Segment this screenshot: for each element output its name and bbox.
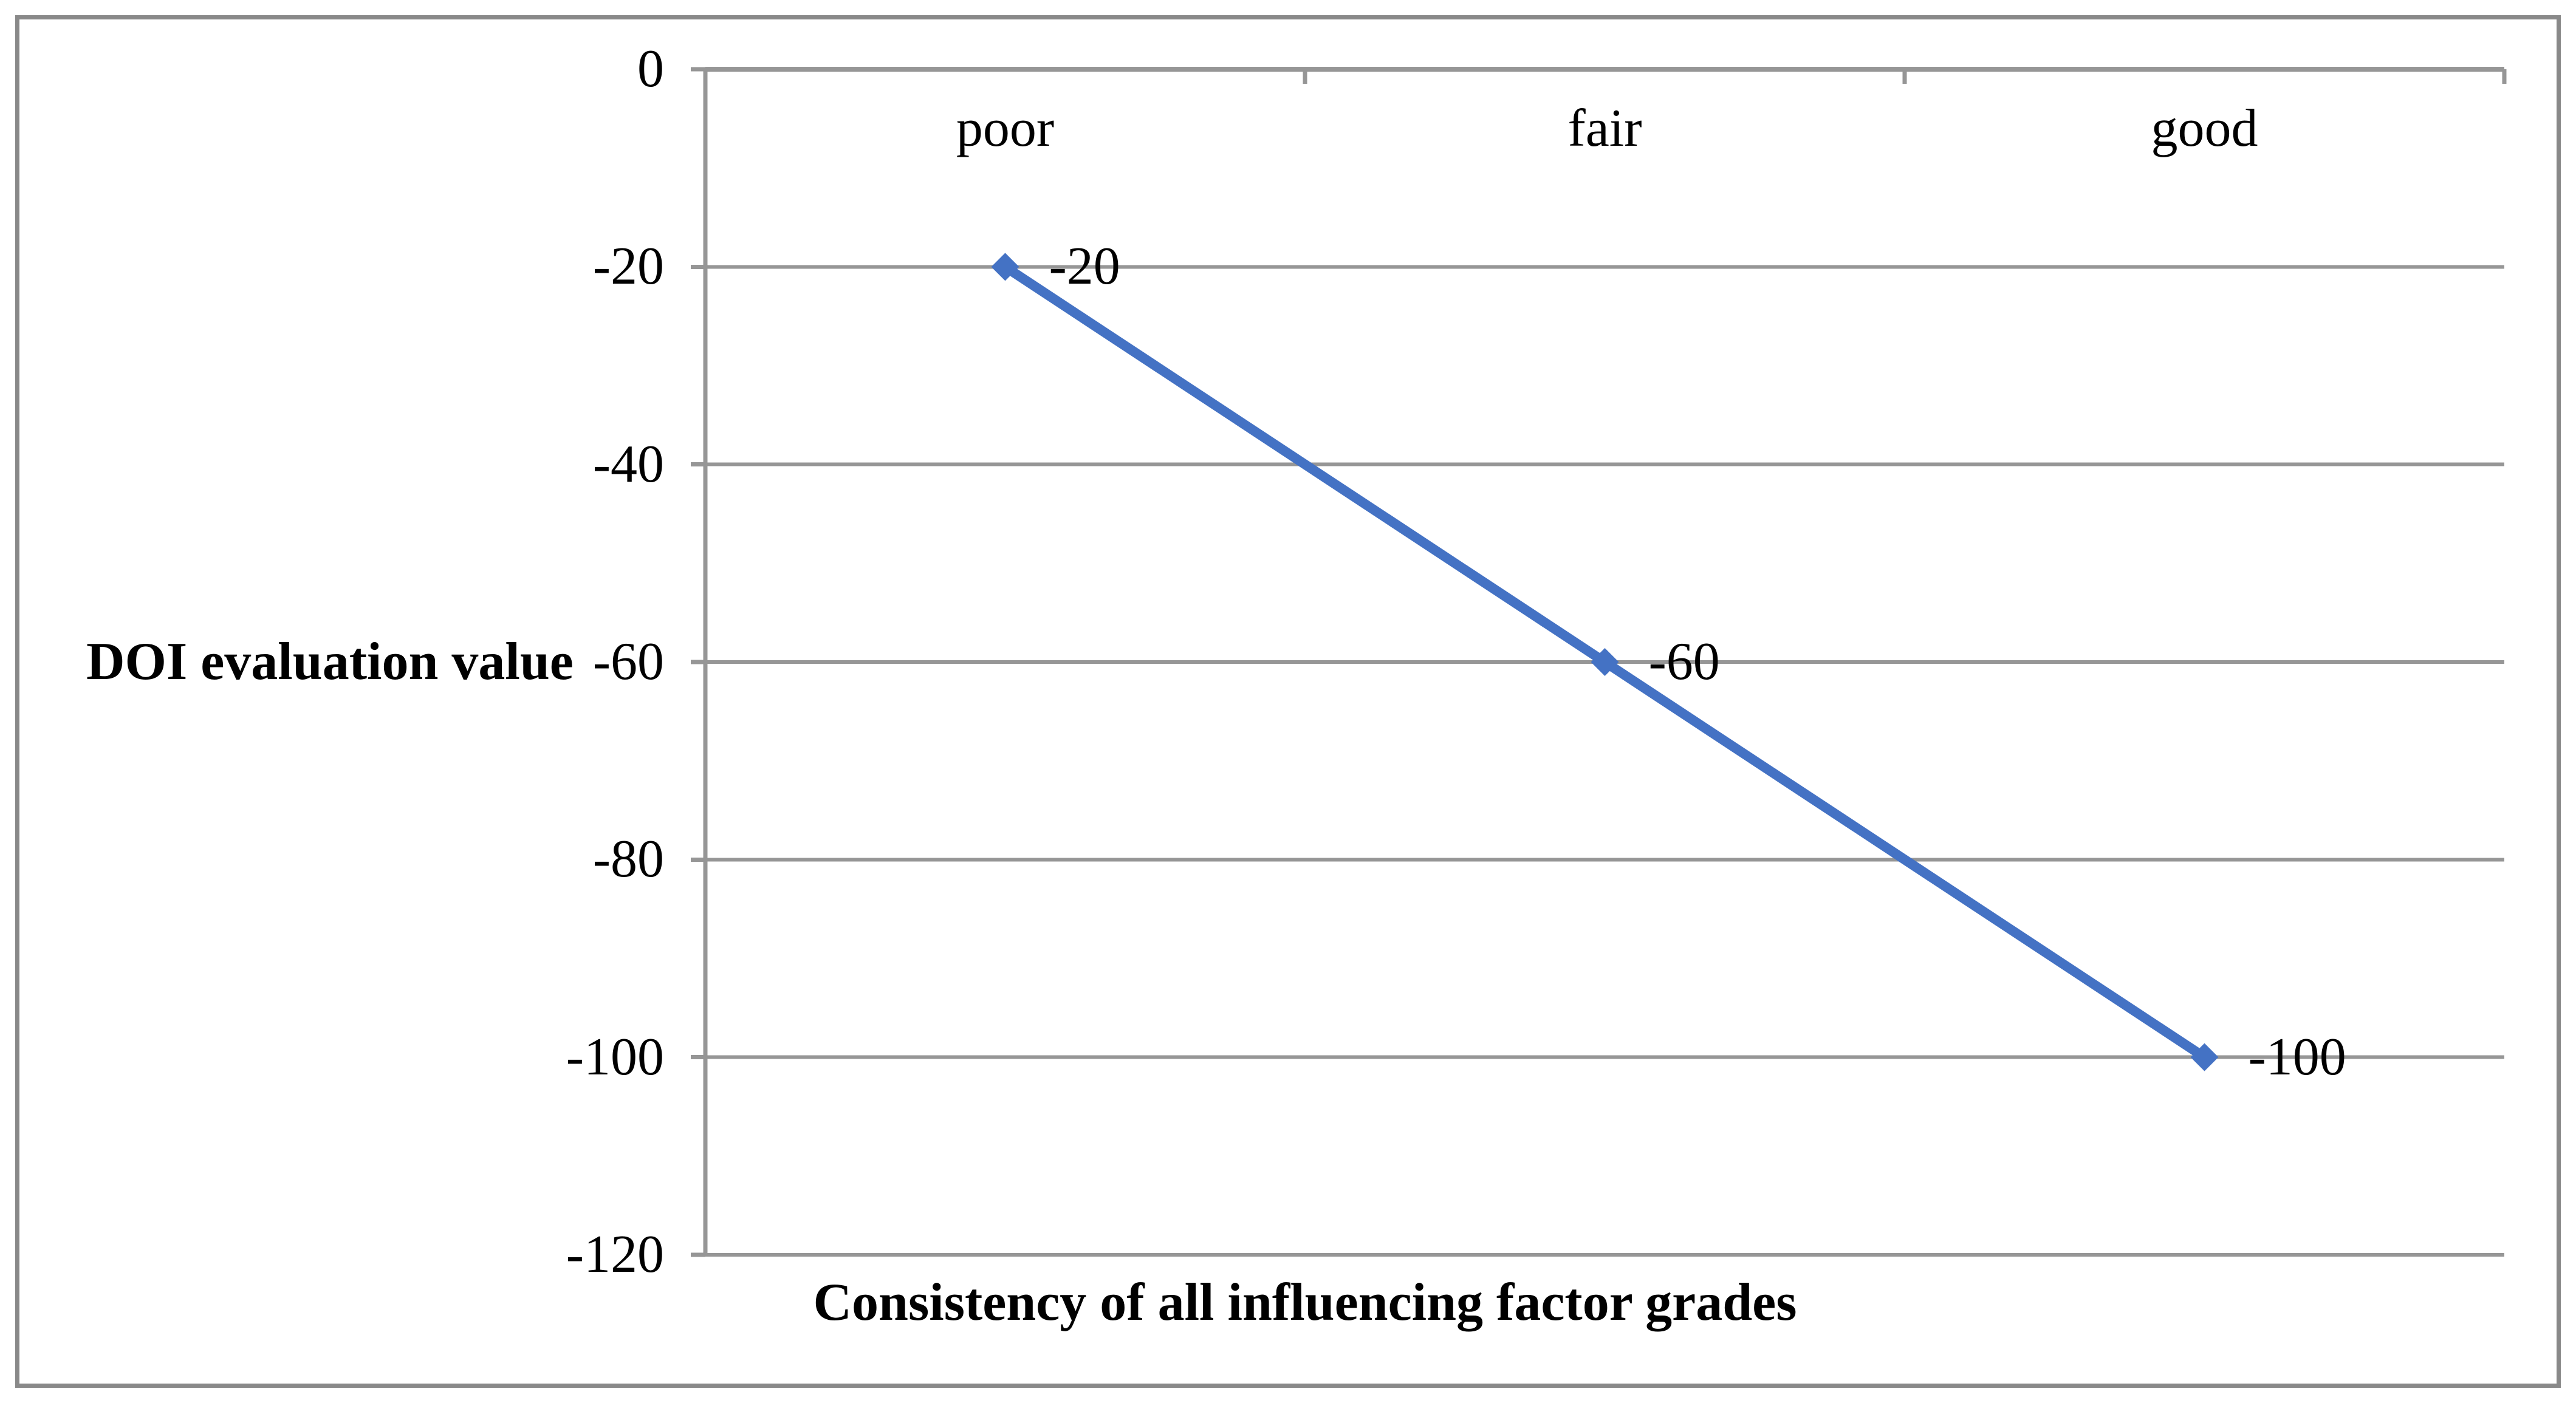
y-tick-label: -40 bbox=[592, 434, 664, 494]
y-axis-title: DOI evaluation value bbox=[86, 632, 574, 691]
chart-border bbox=[15, 15, 2561, 1388]
y-tick-label: -120 bbox=[566, 1225, 664, 1284]
data-point-marker-poor bbox=[991, 253, 1019, 281]
data-point-marker-good bbox=[2190, 1043, 2219, 1071]
y-tick-label: -100 bbox=[566, 1027, 664, 1087]
category-label-good: good bbox=[2151, 99, 2258, 158]
data-label-poor: -20 bbox=[1049, 237, 1120, 296]
data-label-good: -100 bbox=[2248, 1027, 2346, 1087]
y-tick-label: -20 bbox=[592, 237, 664, 296]
y-tick-label: 0 bbox=[637, 39, 664, 98]
x-axis-title: Consistency of all influencing factor gr… bbox=[813, 1273, 1797, 1332]
category-label-poor: poor bbox=[956, 99, 1055, 158]
category-label-fair: fair bbox=[1567, 99, 1642, 158]
y-tick-label: -80 bbox=[592, 830, 664, 889]
data-point-marker-fair bbox=[1591, 648, 1619, 676]
data-label-fair: -60 bbox=[1648, 632, 1720, 691]
y-tick-label: -60 bbox=[592, 632, 664, 691]
